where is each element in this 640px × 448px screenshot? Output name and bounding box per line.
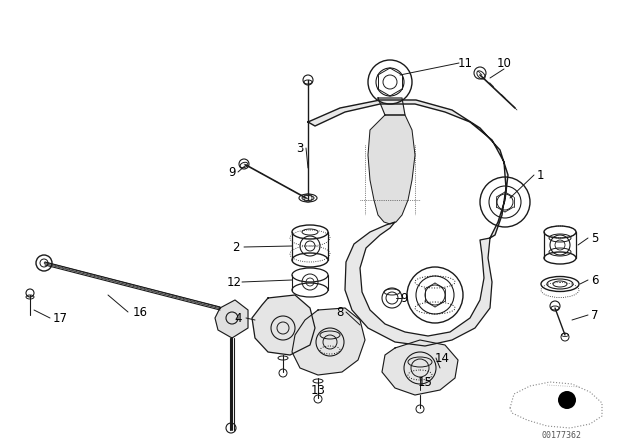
Text: 2: 2	[232, 241, 240, 254]
Text: 17: 17	[52, 311, 67, 324]
Text: 14: 14	[435, 352, 449, 365]
Text: 9: 9	[228, 165, 236, 178]
Text: 6: 6	[591, 273, 599, 287]
Polygon shape	[215, 300, 248, 338]
Polygon shape	[308, 100, 508, 238]
Polygon shape	[252, 295, 315, 355]
Polygon shape	[292, 308, 365, 375]
Text: 1: 1	[536, 168, 544, 181]
Polygon shape	[378, 98, 405, 115]
Text: 13: 13	[310, 383, 325, 396]
Text: 5: 5	[591, 232, 598, 245]
Text: 3: 3	[296, 142, 304, 155]
Polygon shape	[382, 340, 458, 395]
Text: 8: 8	[336, 306, 344, 319]
Polygon shape	[345, 222, 492, 346]
Circle shape	[558, 391, 576, 409]
Text: 10: 10	[497, 56, 511, 69]
Polygon shape	[368, 115, 415, 224]
Text: 16: 16	[132, 306, 147, 319]
Text: 9: 9	[400, 292, 408, 305]
Text: 7: 7	[591, 309, 599, 322]
Text: 00177362: 00177362	[542, 431, 582, 439]
Text: 15: 15	[417, 375, 433, 388]
Text: 11: 11	[458, 56, 472, 69]
Text: 12: 12	[227, 276, 241, 289]
Text: 4: 4	[234, 311, 242, 324]
